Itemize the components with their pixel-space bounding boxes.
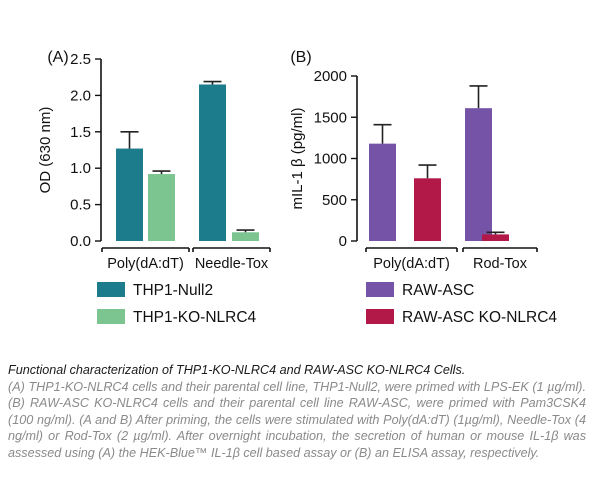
bar [232, 232, 259, 241]
y-tick-label: 0.5 [70, 197, 91, 214]
caption-title: Functional characterization of THP1-KO-N… [8, 363, 466, 377]
y-tick-label: 2.5 [70, 51, 91, 68]
y-axis-label: OD (630 nm) [37, 107, 54, 194]
legend-label: THP1-Null2 [133, 282, 213, 299]
y-tick-label: 1000 [314, 151, 347, 168]
y-tick-label: 2.0 [70, 87, 91, 104]
legend-swatch [366, 282, 394, 297]
y-tick-label: 500 [322, 192, 347, 209]
chart-panel-b: (B) 0 500 1000 1500 2000 mIL-1 β (pg/ml) Poly(d… [289, 49, 557, 326]
bar [369, 143, 396, 241]
legend-swatch [97, 309, 125, 324]
panel-label: (B) [290, 49, 311, 66]
x-tick-label: Poly(dA:dT) [107, 256, 184, 272]
y-tick-label: 2000 [314, 68, 347, 85]
y-axis-label: mIL-1 β (pg/ml) [289, 108, 306, 210]
bar [148, 174, 175, 241]
figure-caption: Functional characterization of THP1-KO-N… [8, 362, 586, 462]
bar [199, 84, 226, 241]
legend-swatch [97, 282, 125, 297]
caption-body: (A) THP1-KO-NLRC4 cells and their parent… [8, 379, 586, 460]
legend-swatch [366, 309, 394, 324]
bar [414, 178, 441, 241]
x-tick-label: Rod-Tox [473, 256, 528, 272]
y-tick-label: 0 [339, 233, 347, 250]
legend-label: THP1-KO-NLRC4 [133, 309, 257, 326]
panel-label: (A) [47, 49, 68, 66]
y-tick-label: 0.0 [70, 233, 91, 250]
bar [465, 108, 492, 241]
x-tick-label: Needle-Tox [195, 256, 269, 272]
chart-panel-a: (A) 0.0 0.5 1.0 1.5 2.0 2.5 OD (630 nm) Poly(dA:… [37, 49, 271, 326]
y-tick-label: 1.5 [70, 124, 91, 141]
legend-label: RAW-ASC [402, 282, 474, 299]
y-tick-label: 1.0 [70, 160, 91, 177]
legend-label: RAW-ASC KO-NLRC4 [402, 309, 557, 326]
bar [116, 148, 143, 241]
x-tick-label: Poly(dA:dT) [373, 256, 450, 272]
y-tick-label: 1500 [314, 109, 347, 126]
figure: (A) 0.0 0.5 1.0 1.5 2.0 2.5 OD (630 nm) Poly(dA:… [37, 49, 557, 326]
bar [482, 234, 509, 241]
